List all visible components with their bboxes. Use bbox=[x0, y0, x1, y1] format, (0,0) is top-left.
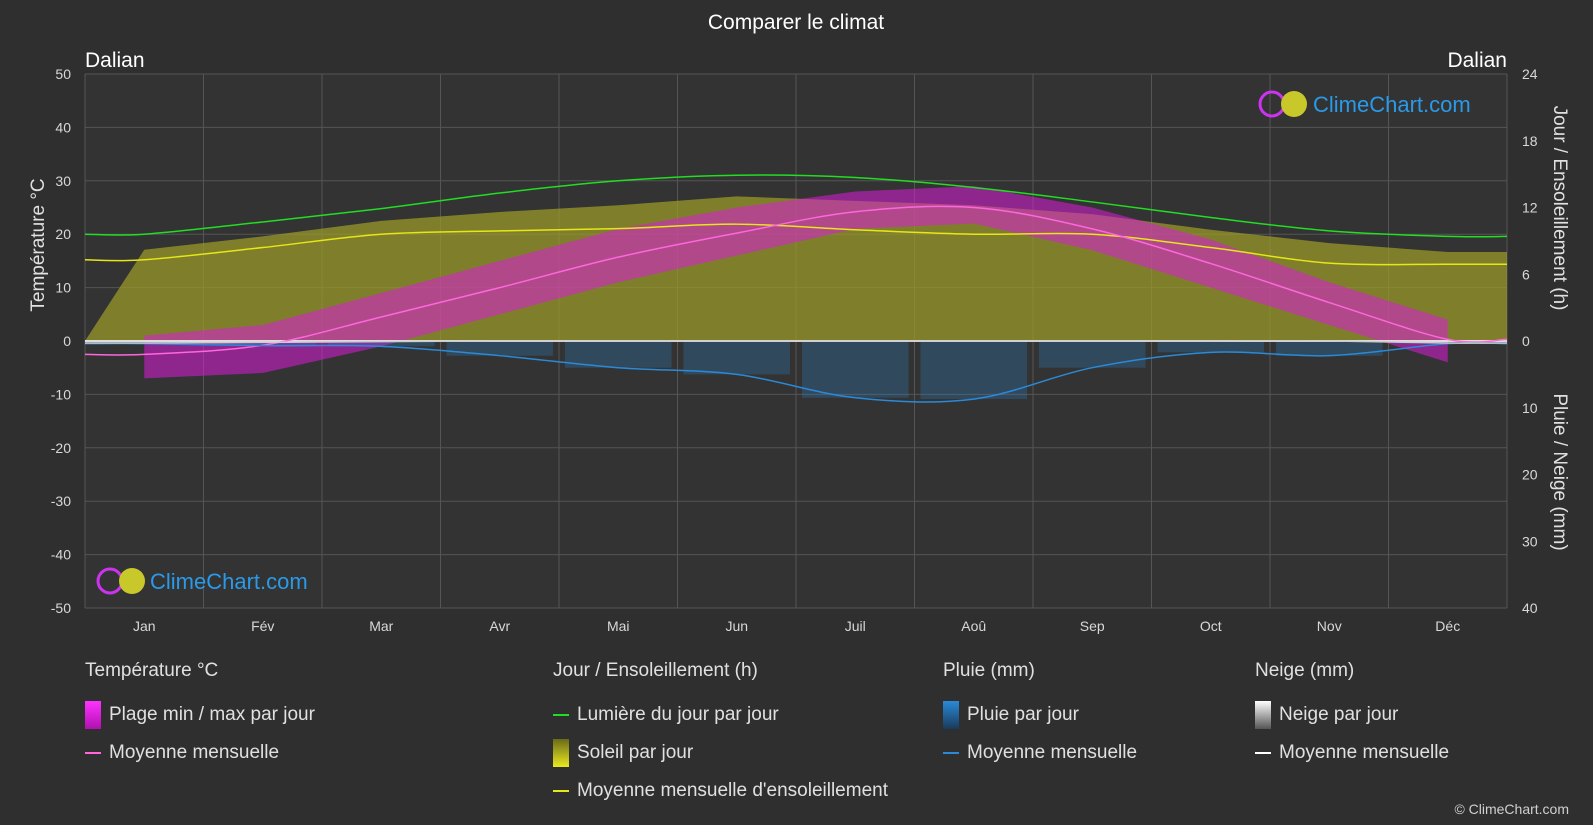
snow-avg-swatch bbox=[1255, 752, 1271, 754]
x-tick-label: Déc bbox=[1435, 618, 1460, 634]
temp-range-swatch bbox=[85, 701, 101, 729]
data-lines bbox=[84, 174, 1508, 403]
y-tick-left: 10 bbox=[55, 280, 71, 296]
brand-logo-top: ClimeChart.com bbox=[1258, 90, 1471, 118]
temp-avg-swatch bbox=[85, 752, 101, 754]
snow-avg-line bbox=[84, 340, 1508, 344]
legend-item: Moyenne mensuelle d'ensoleillement bbox=[553, 772, 888, 810]
legend-label: Soleil par jour bbox=[577, 742, 694, 763]
legend-label: Lumière du jour par jour bbox=[577, 704, 779, 725]
rain-bar bbox=[920, 341, 1027, 400]
legend-temperature: Température °C Plage min / max par jour … bbox=[85, 660, 315, 772]
rain-bar bbox=[683, 341, 790, 375]
y-tick-left: -50 bbox=[51, 600, 71, 616]
legend-item: Lumière du jour par jour bbox=[553, 696, 888, 734]
y-tick-right-bottom: 40 bbox=[1522, 600, 1538, 616]
x-tick-label: Sep bbox=[1080, 618, 1105, 634]
legend-snow-title: Neige (mm) bbox=[1255, 660, 1355, 681]
x-tick-label: Avr bbox=[489, 618, 510, 634]
legend-item: Moyenne mensuelle bbox=[943, 734, 1137, 772]
legend-rain-title: Pluie (mm) bbox=[943, 660, 1035, 681]
y-tick-left: 30 bbox=[55, 173, 71, 189]
sunshine-avg-line bbox=[84, 223, 1508, 266]
y-tick-left: 0 bbox=[63, 333, 71, 349]
x-tick-label: Nov bbox=[1317, 618, 1342, 634]
legend-snow: Neige (mm) Neige par jour Moyenne mensue… bbox=[1255, 660, 1449, 772]
rain-bar bbox=[1276, 341, 1383, 356]
y-tick-left: -20 bbox=[51, 440, 71, 456]
brand-text-bottom: ClimeChart.com bbox=[150, 569, 308, 594]
rain-swatch bbox=[943, 701, 959, 729]
temp-range-band bbox=[144, 186, 1448, 379]
x-tick-label: Jan bbox=[133, 618, 156, 634]
location-right: Dalian bbox=[1447, 49, 1507, 72]
y-tick-right-bottom: 10 bbox=[1522, 400, 1538, 416]
y-axis-left-label: Température °C bbox=[28, 178, 49, 311]
brand-logo-bottom: ClimeChart.com bbox=[96, 567, 308, 595]
legend-label: Moyenne mensuelle d'ensoleillement bbox=[577, 780, 888, 801]
rain-bar bbox=[446, 341, 553, 356]
rain-avg-line bbox=[84, 342, 1508, 403]
y-tick-left: -10 bbox=[51, 386, 71, 402]
legend-label: Moyenne mensuelle bbox=[109, 742, 280, 763]
climate-chart: 50 40 30 20 10 0 -10 -20 -30 -40 -50 24 18 12 6 0 10 20 30… bbox=[28, 11, 1570, 634]
legend-item: Plage min / max par jour bbox=[85, 696, 315, 734]
legend-item: Moyenne mensuelle bbox=[1255, 734, 1449, 772]
y-tick-right-top: 24 bbox=[1522, 66, 1538, 82]
y-tick-right-bottom: 30 bbox=[1522, 533, 1538, 549]
y-tick-right-top: 18 bbox=[1522, 133, 1538, 149]
x-tick-label: Mai bbox=[607, 618, 630, 634]
legend-label: Pluie par jour bbox=[967, 704, 1079, 725]
x-tick-label: Juil bbox=[845, 618, 866, 634]
x-tick-label: Jun bbox=[725, 618, 748, 634]
rain-bar bbox=[565, 341, 672, 368]
legend-rain: Pluie (mm) Pluie par jour Moyenne mensue… bbox=[943, 660, 1137, 772]
rain-avg-swatch bbox=[943, 752, 959, 754]
legend-item: Neige par jour bbox=[1255, 696, 1449, 734]
legend-item: Soleil par jour bbox=[553, 734, 888, 772]
logo-sun-icon bbox=[119, 568, 145, 594]
location-left: Dalian bbox=[85, 49, 145, 72]
y-tick-right-top: 12 bbox=[1522, 200, 1538, 216]
x-tick-label: Aoû bbox=[961, 618, 986, 634]
rain-bar bbox=[1039, 341, 1146, 368]
y-tick-right-top: 6 bbox=[1522, 266, 1530, 282]
daylight-line bbox=[84, 174, 1508, 238]
rain-bar bbox=[209, 341, 316, 346]
legend-label: Plage min / max par jour bbox=[109, 704, 315, 725]
rain-bar bbox=[328, 341, 435, 347]
x-tick-label: Oct bbox=[1200, 618, 1222, 634]
legend-sun-title: Jour / Ensoleillement (h) bbox=[553, 660, 758, 681]
y-tick-left: 40 bbox=[55, 119, 71, 135]
sunshine-swatch bbox=[553, 739, 569, 767]
legend-item: Pluie par jour bbox=[943, 696, 1137, 734]
legend-temp-title: Température °C bbox=[85, 660, 219, 681]
legend-label: Moyenne mensuelle bbox=[1279, 742, 1450, 763]
copyright: © ClimeChart.com bbox=[1454, 801, 1569, 817]
brand-text-top: ClimeChart.com bbox=[1313, 92, 1471, 117]
y-tick-left: -40 bbox=[51, 547, 71, 563]
chart-title: Comparer le climat bbox=[708, 11, 884, 34]
y-axis-right-bottom-label: Pluie / Neige (mm) bbox=[1549, 393, 1570, 550]
y-tick-left: 50 bbox=[55, 66, 71, 82]
legend-label: Moyenne mensuelle bbox=[967, 742, 1138, 763]
x-tick-label: Mar bbox=[369, 618, 393, 634]
y-axis-right-top-label: Jour / Ensoleillement (h) bbox=[1549, 106, 1570, 311]
legend-label: Neige par jour bbox=[1279, 704, 1399, 725]
y-tick-right-top: 0 bbox=[1522, 333, 1530, 349]
rain-bar bbox=[802, 341, 909, 398]
rain-bar bbox=[1157, 341, 1264, 353]
daylight-swatch bbox=[553, 714, 569, 716]
legend-sunshine: Jour / Ensoleillement (h) Lumière du jou… bbox=[553, 660, 888, 810]
y-tick-left: 20 bbox=[55, 226, 71, 242]
temp-avg-line bbox=[84, 205, 1508, 356]
y-tick-left: -30 bbox=[51, 493, 71, 509]
snow-swatch bbox=[1255, 701, 1271, 729]
y-tick-right-bottom: 20 bbox=[1522, 467, 1538, 483]
logo-sun-icon bbox=[1281, 91, 1307, 117]
sunshine-avg-swatch bbox=[553, 790, 569, 792]
x-tick-label: Fév bbox=[251, 618, 274, 634]
axes: 50 40 30 20 10 0 -10 -20 -30 -40 -50 24 18 12 6 0 10 20 30… bbox=[51, 66, 1538, 634]
legend-item: Moyenne mensuelle bbox=[85, 734, 315, 772]
